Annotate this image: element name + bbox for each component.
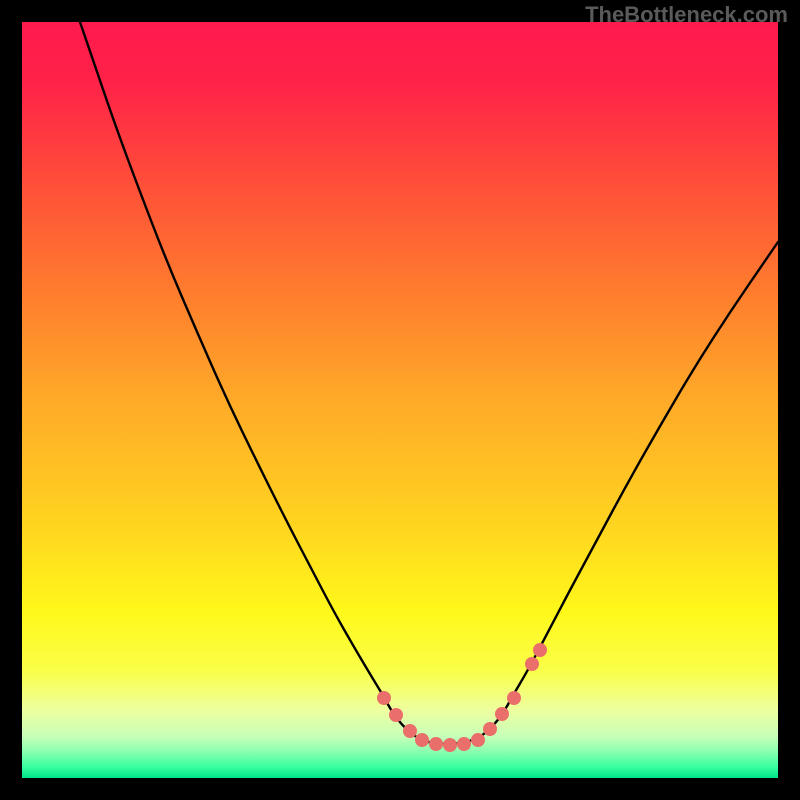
marker-group: [378, 644, 547, 752]
watermark-text: TheBottleneck.com: [585, 2, 788, 28]
data-marker: [458, 738, 471, 751]
plot-area: [22, 22, 778, 778]
data-marker: [472, 734, 485, 747]
data-marker: [430, 738, 443, 751]
data-marker: [508, 692, 521, 705]
data-marker: [526, 658, 539, 671]
bottleneck-curve-svg: [22, 22, 778, 778]
data-marker: [484, 723, 497, 736]
data-marker: [378, 692, 391, 705]
data-marker: [496, 708, 509, 721]
data-marker: [390, 709, 403, 722]
data-marker: [404, 725, 417, 738]
bottleneck-curve-path: [80, 22, 778, 744]
data-marker: [444, 739, 457, 752]
data-marker: [534, 644, 547, 657]
data-marker: [416, 734, 429, 747]
